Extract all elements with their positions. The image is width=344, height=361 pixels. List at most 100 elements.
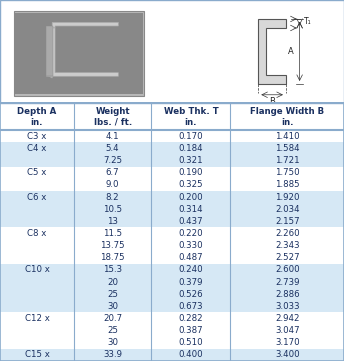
Text: 0.282: 0.282 [179, 314, 203, 323]
Text: 15.3: 15.3 [103, 265, 122, 274]
Text: 2.942: 2.942 [275, 314, 300, 323]
Bar [0, 167, 344, 179]
Bar [0, 203, 344, 215]
Text: C4 x: C4 x [27, 144, 47, 153]
Text: 33.9: 33.9 [103, 351, 122, 360]
Text: 1.584: 1.584 [275, 144, 300, 153]
Text: 2.527: 2.527 [275, 253, 300, 262]
Text: 10.5: 10.5 [103, 205, 122, 214]
Text: 20: 20 [107, 278, 118, 287]
Bar [0, 325, 344, 337]
Text: 1.721: 1.721 [275, 156, 300, 165]
Bar [0, 191, 344, 203]
Text: Depth A
in.: Depth A in. [17, 106, 57, 127]
Bar [0, 179, 344, 191]
Bar [14, 11, 144, 96]
Text: 25: 25 [107, 290, 118, 299]
Text: Flange Width B
in.: Flange Width B in. [250, 106, 324, 127]
Text: 1.750: 1.750 [275, 168, 300, 177]
Text: 0.184: 0.184 [179, 144, 203, 153]
Bar [0, 103, 344, 130]
Text: C8 x: C8 x [27, 229, 47, 238]
Text: 2.343: 2.343 [275, 241, 300, 250]
Bar [0, 276, 344, 288]
Text: T₁: T₁ [304, 17, 311, 26]
Bar [0, 227, 344, 240]
Text: 13: 13 [107, 217, 118, 226]
Text: C6 x: C6 x [27, 193, 47, 201]
Bar [46, 26, 53, 76]
Text: B: B [269, 97, 275, 106]
Text: 30: 30 [107, 338, 118, 347]
Bar [0, 155, 344, 167]
Text: 4.1: 4.1 [106, 132, 119, 141]
Text: 0.170: 0.170 [179, 132, 203, 141]
Text: 1.920: 1.920 [275, 193, 300, 201]
Text: 25: 25 [107, 326, 118, 335]
Text: 3.047: 3.047 [275, 326, 300, 335]
Text: 3.033: 3.033 [275, 302, 300, 311]
Bar [15, 13, 143, 94]
Text: 7.25: 7.25 [103, 156, 122, 165]
Text: 6.7: 6.7 [106, 168, 119, 177]
Text: 13.75: 13.75 [100, 241, 125, 250]
Text: 0.325: 0.325 [179, 180, 203, 190]
Text: 0.510: 0.510 [179, 338, 203, 347]
Bar [0, 337, 344, 349]
Text: 2.034: 2.034 [275, 205, 300, 214]
Text: 0.190: 0.190 [179, 168, 203, 177]
Text: C5 x: C5 x [27, 168, 47, 177]
Text: C15 x: C15 x [24, 351, 50, 360]
Text: 0.379: 0.379 [179, 278, 203, 287]
Text: 0.200: 0.200 [179, 193, 203, 201]
Text: 3.170: 3.170 [275, 338, 300, 347]
Bar [0, 349, 344, 361]
Text: 1.410: 1.410 [275, 132, 300, 141]
Polygon shape [46, 22, 118, 31]
Bar [0, 103, 344, 361]
Text: 2.157: 2.157 [275, 217, 300, 226]
Text: 1.885: 1.885 [275, 180, 300, 190]
Text: 18.75: 18.75 [100, 253, 125, 262]
Text: 9.0: 9.0 [106, 180, 119, 190]
Text: 0.240: 0.240 [179, 265, 203, 274]
Bar [0, 0, 344, 103]
Polygon shape [46, 28, 118, 78]
Text: 2.600: 2.600 [275, 265, 300, 274]
Text: 2.260: 2.260 [275, 229, 300, 238]
Text: 0.330: 0.330 [179, 241, 203, 250]
Text: 0.220: 0.220 [179, 229, 203, 238]
Text: 0.321: 0.321 [179, 156, 203, 165]
Text: 0.673: 0.673 [179, 302, 203, 311]
Text: 20.7: 20.7 [103, 314, 122, 323]
Text: 2.886: 2.886 [275, 290, 300, 299]
Bar [0, 264, 344, 276]
Text: Weight
lbs. / ft.: Weight lbs. / ft. [94, 106, 132, 127]
Bar [0, 215, 344, 227]
Text: Web Thk. T
in.: Web Thk. T in. [163, 106, 218, 127]
Text: 0.400: 0.400 [179, 351, 203, 360]
Text: 3.400: 3.400 [275, 351, 300, 360]
Text: 8.2: 8.2 [106, 193, 119, 201]
Bar [0, 143, 344, 155]
Text: 0.526: 0.526 [179, 290, 203, 299]
Bar [0, 300, 344, 312]
Text: 2.739: 2.739 [275, 278, 300, 287]
Bar [0, 130, 344, 143]
Text: 0.437: 0.437 [179, 217, 203, 226]
Text: 0.387: 0.387 [179, 326, 203, 335]
Text: C10 x: C10 x [24, 265, 50, 274]
Text: 11.5: 11.5 [103, 229, 122, 238]
Bar [0, 240, 344, 252]
Bar [0, 252, 344, 264]
Text: 0.487: 0.487 [179, 253, 203, 262]
Text: 30: 30 [107, 302, 118, 311]
Text: A: A [288, 47, 294, 56]
Polygon shape [258, 19, 286, 84]
Text: 0.314: 0.314 [179, 205, 203, 214]
Text: 5.4: 5.4 [106, 144, 119, 153]
Bar [0, 288, 344, 300]
Text: C12 x: C12 x [24, 314, 50, 323]
Bar [0, 312, 344, 325]
Text: C3 x: C3 x [27, 132, 47, 141]
